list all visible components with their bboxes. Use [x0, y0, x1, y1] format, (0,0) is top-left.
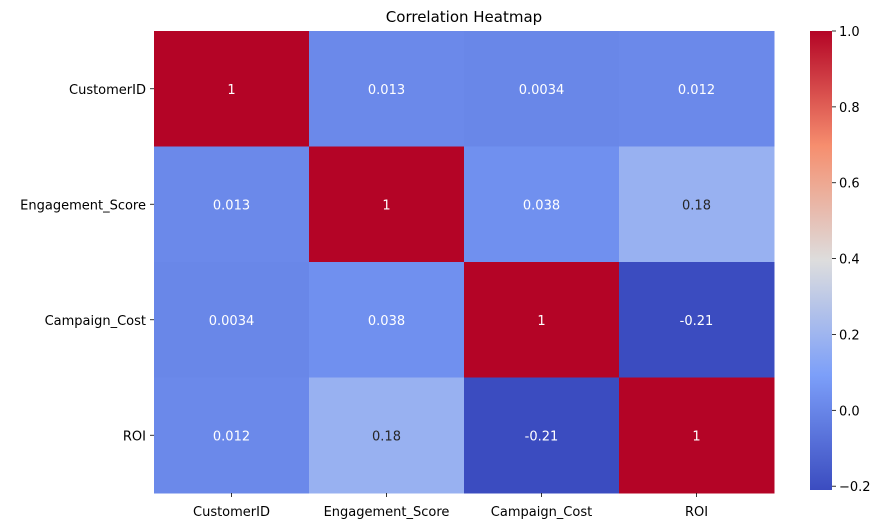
heatmap-cell	[309, 262, 465, 378]
heatmap-cell	[464, 377, 620, 494]
cell-annotation: 0.013	[368, 83, 405, 98]
cell-annotation: 1	[227, 83, 235, 98]
colorbar-tick-label: 1.0	[839, 25, 860, 40]
heatmap-cells	[154, 31, 775, 494]
y-tick-label: Campaign_Cost	[45, 314, 146, 329]
colorbar-tick-label: 0.0	[839, 404, 860, 419]
colorbar-tick-label: 0.8	[839, 101, 860, 116]
cell-annotation: 0.012	[213, 429, 250, 444]
cell-annotation: 0.0034	[519, 83, 565, 98]
colorbar-axis: −0.2 0.0 0.2 0.4 0.6 0.8 1.0	[832, 25, 871, 495]
heatmap-cell	[154, 377, 310, 494]
heatmap-cell	[309, 377, 465, 494]
cell-annotation: 0.18	[372, 429, 401, 444]
y-tick-label: CustomerID	[69, 83, 146, 98]
x-tick-label: CustomerID	[193, 505, 270, 520]
chart-title: Correlation Heatmap	[386, 8, 542, 26]
colorbar-tick-label: −0.2	[839, 480, 871, 495]
cell-annotation: 0.0034	[209, 314, 255, 329]
heatmap-annotations: 1 0.013 0.0034 0.012 0.013 1 0.038 0.18 0.0034 0.…	[209, 83, 715, 445]
colorbar-tick-label: 0.2	[839, 328, 860, 343]
heatmap-cell	[464, 146, 620, 263]
heatmap-cell	[619, 31, 775, 147]
cell-annotation: -0.21	[525, 429, 559, 444]
y-tick-label: Engagement_Score	[20, 198, 146, 213]
x-axis: CustomerID Engagement_Score Campaign_Cost R…	[193, 493, 708, 520]
cell-annotation: 0.038	[368, 314, 405, 329]
heatmap-cell	[464, 31, 620, 147]
cell-annotation: 1	[537, 314, 545, 329]
heatmap-cell	[309, 146, 465, 263]
x-tick-label: Campaign_Cost	[491, 505, 592, 520]
heatmap-cell	[619, 377, 775, 494]
cell-annotation: 1	[692, 429, 700, 444]
x-tick-label: Engagement_Score	[324, 505, 450, 520]
cell-annotation: 0.012	[678, 83, 715, 98]
heatmap-cell	[619, 146, 775, 263]
heatmap-cell	[154, 262, 310, 378]
cell-annotation: -0.21	[680, 314, 714, 329]
cell-annotation: 0.038	[523, 198, 560, 213]
heatmap-cell	[154, 146, 310, 263]
x-tick-label: ROI	[685, 505, 708, 520]
cell-annotation: 1	[382, 198, 390, 213]
colorbar-tick-label: 0.6	[839, 177, 860, 192]
y-axis: CustomerID Engagement_Score Campaign_Cost R…	[20, 83, 154, 444]
cell-annotation: 0.013	[213, 198, 250, 213]
colorbar	[810, 31, 832, 490]
heatmap-cell	[309, 31, 465, 147]
heatmap-cell	[464, 262, 620, 378]
colorbar-tick-label: 0.4	[839, 253, 860, 268]
heatmap-cell	[619, 262, 775, 378]
cell-annotation: 0.18	[682, 198, 711, 213]
y-tick-label: ROI	[123, 429, 146, 444]
heatmap-cell	[154, 31, 310, 147]
